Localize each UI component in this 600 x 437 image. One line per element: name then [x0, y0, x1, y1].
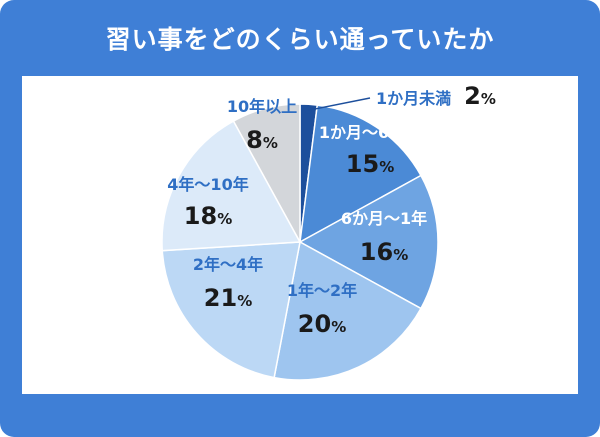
- slice-value: 8%: [246, 126, 278, 154]
- slice-label: 10年以上: [227, 97, 297, 116]
- leader-line: [308, 97, 371, 112]
- slice-value: 15%: [346, 150, 394, 178]
- leader-dot: [304, 106, 312, 114]
- chart-panel: 1か月未満 2% 1か月～6か月 15% 6か月～1年 16% 1年～2年 20% 2年～4年 2…: [22, 76, 578, 394]
- chart-title: 習い事をどのくらい通っていたか: [105, 25, 495, 54]
- slice-value: 21%: [204, 284, 252, 312]
- pie-chart: 1か月未満 2% 1か月～6か月 15% 6か月～1年 16%1年～2年 20% 2年～4年 2…: [161, 82, 496, 381]
- slice-label: 1か月未満: [376, 89, 451, 108]
- pie-slice: [273, 240, 422, 381]
- slice-label: 2年～4年: [193, 255, 263, 274]
- pie-slice: [161, 241, 301, 379]
- pie-slice: [232, 103, 301, 243]
- pie-slice: [298, 174, 439, 310]
- slice-value: 2%: [464, 82, 496, 110]
- slice-value: 20%: [298, 310, 346, 338]
- pie-slice: [161, 120, 302, 252]
- slice-label: 1年～2年: [287, 281, 357, 300]
- slice-label: 6か月～1年: [341, 209, 427, 228]
- slice-value: 18%: [184, 202, 232, 230]
- slice-label: 1か月～6か月: [319, 123, 421, 142]
- slice-value: 16%: [360, 238, 408, 266]
- slice-label: 4年～10年: [167, 175, 248, 194]
